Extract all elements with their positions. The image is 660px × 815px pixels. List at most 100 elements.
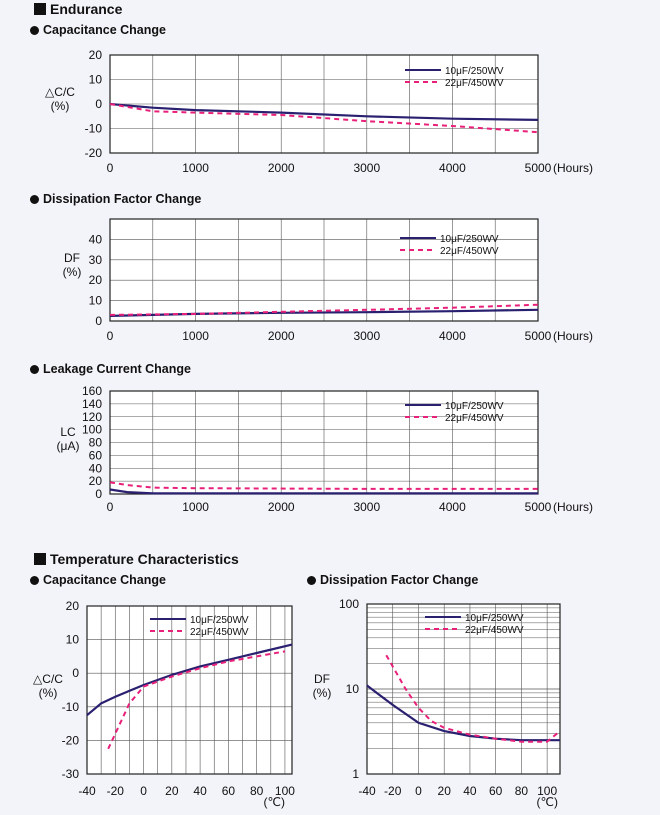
y-axis-label: (%) bbox=[51, 99, 70, 113]
x-tick-label: 0 bbox=[107, 161, 114, 175]
plot-area bbox=[87, 606, 292, 774]
x-tick-label: 3000 bbox=[353, 161, 380, 175]
bullet-icon bbox=[30, 575, 39, 585]
square-bullet-icon bbox=[34, 553, 46, 565]
series-line-1 bbox=[109, 488, 538, 495]
x-tick-label: 3000 bbox=[353, 329, 380, 343]
x-tick-label: 0 bbox=[415, 784, 422, 798]
plot-frame bbox=[366, 603, 561, 775]
x-tick-label: 1000 bbox=[182, 500, 209, 514]
series-line-1 bbox=[109, 308, 539, 317]
x-tick-label: -20 bbox=[107, 784, 125, 798]
square-bullet-icon bbox=[34, 3, 46, 15]
x-tick-label: -40 bbox=[358, 784, 376, 798]
x-tick-label: 2000 bbox=[268, 500, 295, 514]
temp-cap-title: Capacitance Change bbox=[30, 573, 166, 587]
endurance-cap-title: Capacitance Change bbox=[30, 23, 166, 37]
y-axis-label: (%) bbox=[313, 686, 332, 700]
y-tick-label: 160 bbox=[82, 384, 102, 398]
x-tick-label: 5000 bbox=[525, 500, 552, 514]
y-axis-label: △C/C bbox=[33, 672, 63, 686]
y-axis-label: (%) bbox=[63, 265, 82, 279]
x-tick-label: 0 bbox=[107, 500, 114, 514]
y-axis-label: DF bbox=[64, 251, 80, 265]
y-tick-label: 10 bbox=[89, 294, 103, 308]
legend-label-2: 22μF/450WV bbox=[445, 78, 504, 89]
y-tick-label: 10 bbox=[89, 73, 103, 87]
x-tick-label: 4000 bbox=[439, 329, 466, 343]
y-tick-label: 140 bbox=[82, 397, 102, 411]
x-tick-label: 4000 bbox=[439, 500, 466, 514]
y-tick-label: 10 bbox=[66, 633, 80, 647]
y-tick-label: -10 bbox=[62, 700, 80, 714]
x-tick-label: -20 bbox=[384, 784, 402, 798]
plot-frame bbox=[109, 218, 539, 322]
x-tick-label: 2000 bbox=[268, 329, 295, 343]
y-tick-label: 60 bbox=[89, 448, 103, 462]
x-tick-label: 60 bbox=[489, 784, 503, 798]
x-tick-label: 40 bbox=[193, 784, 207, 798]
temperature-heading: Temperature Characteristics bbox=[34, 551, 239, 567]
x-tick-label: -40 bbox=[78, 784, 96, 798]
legend-label-1: 10μF/250WV bbox=[445, 401, 504, 412]
x-tick-label: 0 bbox=[107, 329, 114, 343]
temperature-heading-text: Temperature Characteristics bbox=[50, 551, 239, 567]
endurance-cap-title-text: Capacitance Change bbox=[43, 23, 166, 37]
series-line-2 bbox=[109, 103, 539, 134]
x-tick-label: 3000 bbox=[353, 500, 380, 514]
legend-label-1: 10μF/250WV bbox=[445, 66, 504, 77]
x-tick-label: 4000 bbox=[439, 161, 466, 175]
temp-df-title-text: Dissipation Factor Change bbox=[320, 573, 479, 587]
x-tick-label: 80 bbox=[250, 784, 264, 798]
temp-df-title: Dissipation Factor Change bbox=[307, 573, 478, 587]
y-tick-label: -10 bbox=[85, 122, 103, 136]
series-line-1 bbox=[109, 102, 539, 121]
y-tick-label: 1 bbox=[352, 767, 359, 781]
x-unit-label: (Hours) bbox=[553, 329, 593, 343]
x-tick-label: 100 bbox=[275, 784, 295, 798]
legend-label-1: 10μF/250WV bbox=[465, 613, 524, 624]
y-tick-label: 0 bbox=[95, 97, 102, 111]
y-tick-label: 40 bbox=[89, 232, 103, 246]
legend-label-2: 22μF/450WV bbox=[440, 246, 499, 257]
bullet-icon bbox=[307, 575, 316, 585]
series-line-2 bbox=[109, 481, 538, 490]
y-tick-label: 20 bbox=[66, 599, 80, 613]
y-tick-label: 20 bbox=[89, 48, 103, 62]
x-tick-label: 40 bbox=[463, 784, 477, 798]
x-tick-label: 5000 bbox=[525, 161, 552, 175]
plot-frame bbox=[86, 605, 293, 775]
y-tick-label: -20 bbox=[62, 733, 80, 747]
series-line-1 bbox=[366, 684, 560, 742]
x-unit-label: (℃) bbox=[264, 795, 285, 809]
x-tick-label: 1000 bbox=[182, 161, 209, 175]
series-line-2 bbox=[385, 654, 561, 743]
y-tick-label: 20 bbox=[89, 474, 103, 488]
legend-label-2: 22μF/450WV bbox=[190, 627, 249, 638]
x-tick-label: 2000 bbox=[268, 161, 295, 175]
y-axis-label: (%) bbox=[39, 686, 58, 700]
y-tick-label: 100 bbox=[82, 423, 102, 437]
x-tick-label: 60 bbox=[222, 784, 236, 798]
legend-label-1: 10μF/250WV bbox=[440, 234, 499, 245]
legend-label-2: 22μF/450WV bbox=[465, 625, 524, 636]
temp-cap-title-text: Capacitance Change bbox=[43, 573, 166, 587]
x-unit-label: (Hours) bbox=[553, 500, 593, 514]
y-axis-label: LC bbox=[60, 425, 76, 439]
y-tick-label: 30 bbox=[89, 253, 103, 267]
endurance-lc-title: Leakage Current Change bbox=[30, 362, 191, 376]
y-axis-label: (μA) bbox=[57, 439, 80, 453]
x-unit-label: (℃) bbox=[537, 795, 558, 809]
bullet-icon bbox=[30, 194, 39, 204]
x-tick-label: 100 bbox=[537, 784, 557, 798]
y-tick-label: 0 bbox=[95, 487, 102, 501]
endurance-lc-title-text: Leakage Current Change bbox=[43, 362, 191, 376]
y-tick-label: 40 bbox=[89, 461, 103, 475]
bullet-icon bbox=[30, 364, 39, 374]
y-tick-label: 0 bbox=[72, 666, 79, 680]
x-tick-label: 0 bbox=[140, 784, 147, 798]
legend-label-2: 22μF/450WV bbox=[445, 413, 504, 424]
y-tick-label: -30 bbox=[62, 767, 80, 781]
